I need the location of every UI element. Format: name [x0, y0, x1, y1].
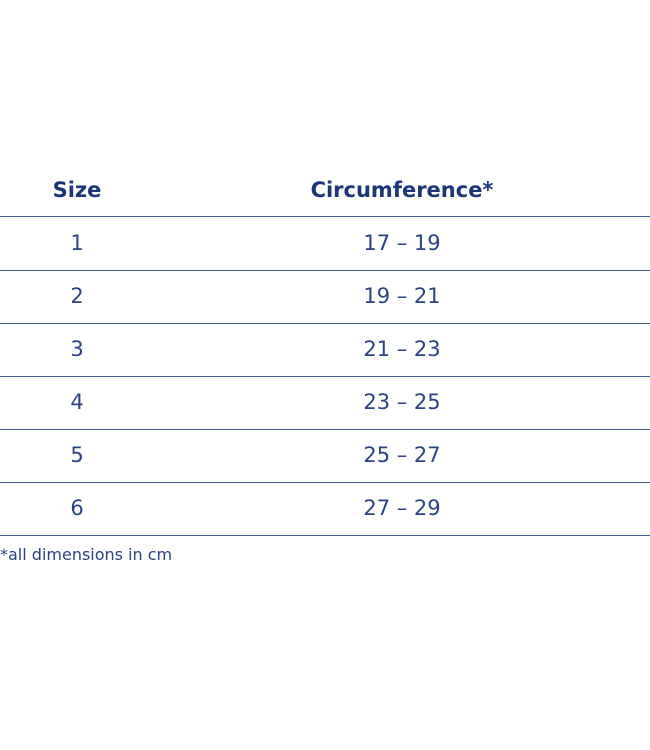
row-divider — [0, 482, 650, 483]
table-cell: 6 — [70, 496, 84, 520]
header-cell: Circumference* — [310, 178, 494, 202]
table-cell: 17 – 19 — [363, 231, 441, 255]
table-cell: 5 — [70, 443, 84, 467]
table-cell: 23 – 25 — [363, 390, 441, 414]
row-divider — [0, 376, 650, 377]
table-cell: 1 — [70, 231, 84, 255]
row-divider — [0, 270, 650, 271]
table-cell: 19 – 21 — [363, 284, 441, 308]
table-cell: 3 — [70, 337, 84, 361]
row-divider — [0, 429, 650, 430]
footnote: *all dimensions in cm — [0, 545, 173, 564]
table-cell: 21 – 23 — [363, 337, 441, 361]
table-cell: 4 — [70, 390, 84, 414]
row-divider — [0, 535, 650, 536]
table-cell: 27 – 29 — [363, 496, 441, 520]
table-cell: 25 – 27 — [363, 443, 441, 467]
row-divider — [0, 216, 650, 217]
header-cell: Size — [52, 178, 102, 202]
row-divider — [0, 323, 650, 324]
table-cell: 2 — [70, 284, 84, 308]
